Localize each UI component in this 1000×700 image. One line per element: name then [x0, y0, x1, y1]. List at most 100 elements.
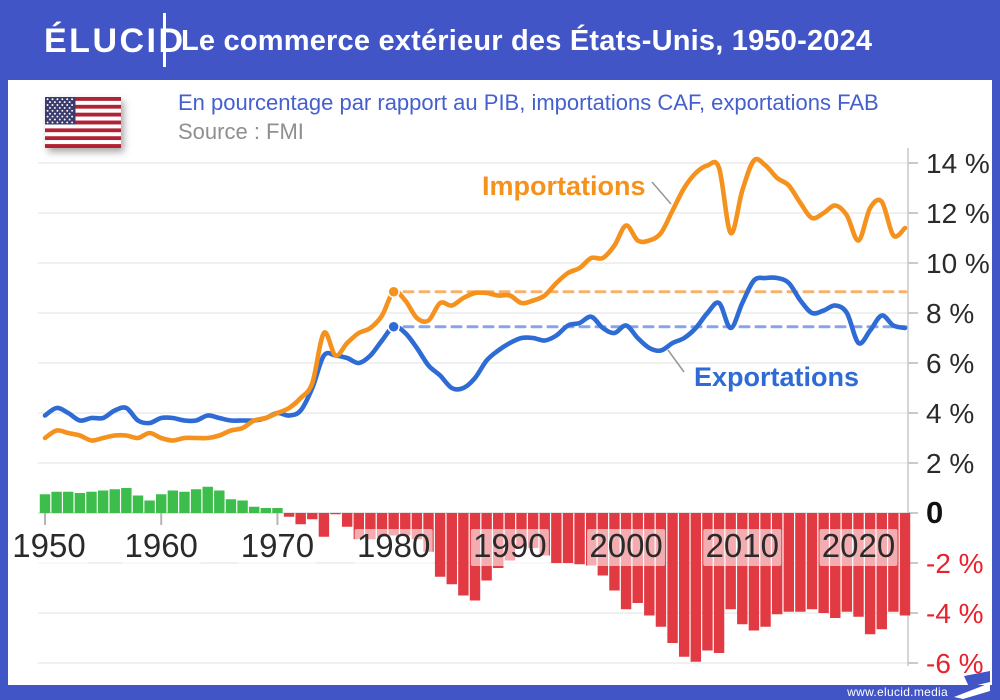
- flag-star: [46, 115, 49, 118]
- flag-star: [63, 112, 66, 115]
- x-label-box: [354, 529, 433, 566]
- chart-subtitle: En pourcentage par rapport au PIB, impor…: [178, 90, 879, 115]
- header-divider: [163, 13, 166, 67]
- balance-bar-1973: [307, 513, 318, 520]
- flag-star: [58, 118, 61, 121]
- balance-bar-2003: [655, 513, 667, 627]
- balance-bar-1957: [121, 488, 132, 513]
- balance-bar-2016: [806, 513, 818, 610]
- balance-bar-2006: [690, 513, 702, 662]
- y-axis-label: 8 %: [926, 298, 974, 329]
- x-axis-label: 1970: [241, 527, 314, 564]
- flag-star: [61, 104, 64, 106]
- flag-star: [61, 109, 64, 112]
- flag-star: [46, 98, 49, 101]
- balance-bar-2014: [783, 513, 794, 612]
- balance-bar-2007: [702, 513, 713, 651]
- flag-star: [49, 118, 51, 121]
- x-label-box: [819, 529, 898, 566]
- flag-star: [66, 98, 69, 101]
- footer-bar: www.elucid.media: [0, 685, 1000, 700]
- balance-bar-1972: [295, 513, 306, 525]
- balance-bar-1975: [330, 513, 341, 515]
- flag-star: [61, 121, 64, 124]
- flag-stripe: [45, 108, 121, 113]
- imports-peak-dot: [387, 285, 400, 298]
- x-axis-label: 1980: [357, 527, 430, 564]
- balance-bar-1994: [551, 513, 562, 563]
- flag-stripe: [45, 112, 121, 117]
- balance-bar-2015: [795, 513, 806, 612]
- x-label-box: [470, 529, 549, 566]
- flag-star: [58, 106, 61, 109]
- imports-line-label: Importations: [482, 171, 646, 201]
- imports-line: [42, 156, 908, 443]
- x-label-box: [122, 529, 201, 566]
- imports-label-leader: [651, 181, 672, 205]
- x-axis-label: 1990: [473, 527, 546, 564]
- balance-bar-1960: [156, 494, 167, 513]
- flag-star: [56, 121, 59, 124]
- exports-label-leader: [667, 349, 685, 373]
- flag-star: [66, 121, 69, 124]
- balance-bar-1976: [341, 513, 353, 527]
- balance-bar-1985: [446, 513, 457, 585]
- balance-bar-1984: [434, 513, 446, 577]
- balance-bar-2008: [713, 513, 725, 653]
- x-label-box: [703, 529, 782, 566]
- flag-star: [51, 115, 54, 118]
- page-title: Le commerce extérieur des États-Unis, 19…: [181, 25, 873, 57]
- exports-line: [42, 275, 908, 426]
- flag-star: [58, 112, 61, 115]
- flag-star: [51, 98, 54, 101]
- balance-bar-2024: [899, 513, 911, 616]
- source-note: Source : FMI: [178, 119, 304, 144]
- balance-bar-1953: [74, 493, 86, 513]
- balance-bar-1995: [562, 513, 574, 563]
- flag-star: [46, 104, 49, 106]
- balance-bar-1950: [39, 494, 51, 513]
- footer-icon-upper: [964, 671, 990, 687]
- y-axis-label: 0: [926, 495, 943, 530]
- flag-star: [56, 104, 59, 106]
- flag-star: [71, 115, 74, 118]
- flag-star: [66, 104, 69, 106]
- balance-bar-1956: [109, 489, 120, 513]
- flag-stripe: [45, 97, 121, 101]
- balance-bar-2004: [667, 513, 678, 643]
- y-axis-label: 14 %: [926, 148, 990, 179]
- y-axis-label: -2 %: [926, 548, 984, 579]
- flag-star: [46, 109, 49, 112]
- flag-star: [56, 109, 59, 112]
- balance-bar-1963: [190, 489, 202, 513]
- balance-bar-1962: [179, 491, 190, 513]
- x-axis-label: 2010: [706, 527, 779, 564]
- balance-bar-1959: [144, 500, 155, 513]
- balance-bar-1970: [272, 508, 283, 513]
- y-axis-label: -4 %: [926, 598, 984, 629]
- balance-bar-1965: [214, 490, 225, 513]
- balance-bar-1964: [202, 486, 213, 513]
- flag-star: [68, 118, 71, 121]
- flag-star: [61, 98, 64, 101]
- balance-bar-2021: [864, 513, 876, 635]
- flag-stripe: [45, 144, 121, 148]
- footer-url-link[interactable]: www.elucid.media: [847, 685, 948, 699]
- flag-stripe: [45, 128, 121, 133]
- flag-star: [51, 121, 54, 124]
- balance-bar-1986: [458, 513, 469, 596]
- flag-stripe: [45, 136, 121, 141]
- balance-bar-2011: [748, 513, 760, 631]
- flag-star: [66, 109, 69, 112]
- y-axis-label: 12 %: [926, 198, 990, 229]
- flag-star: [53, 112, 56, 115]
- balance-bar-1982: [411, 513, 423, 540]
- flag-star: [66, 115, 69, 118]
- flag-star: [53, 118, 56, 121]
- flag-star: [58, 101, 61, 104]
- flag-stripe: [45, 140, 121, 145]
- flag-star: [71, 109, 74, 112]
- y-axis-label: 10 %: [926, 248, 990, 279]
